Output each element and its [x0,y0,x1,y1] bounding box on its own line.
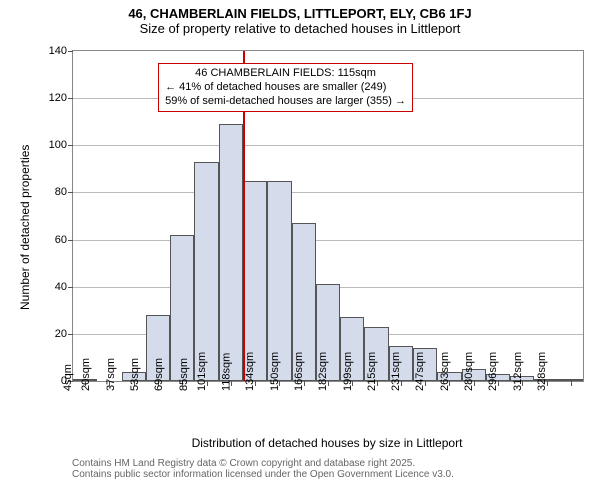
x-tick-label: 328sqm [536,352,548,391]
chart-title-line1: 46, CHAMBERLAIN FIELDS, LITTLEPORT, ELY,… [0,0,600,21]
x-tick-label: 37sqm [105,358,117,391]
y-tick-label: 40 [55,281,73,293]
x-tick-label: 4sqm [62,364,74,391]
y-axis-label: Number of detached properties [18,145,32,310]
x-tick-label: 69sqm [153,358,165,391]
x-tick-label: 150sqm [269,352,281,391]
x-tick-label: 231sqm [390,352,402,391]
x-tick-label: 182sqm [317,352,329,391]
x-tick-label: 280sqm [463,352,475,391]
gridline [73,240,583,241]
x-tick-label: 263sqm [439,352,451,391]
x-tick-label: 53sqm [129,358,141,391]
bar [219,124,243,381]
gridline [73,145,583,146]
x-tick-label: 166sqm [293,352,305,391]
bar [194,162,218,381]
plot-area: 0204060801001201404sqm20sqm37sqm53sqm69s… [72,50,584,382]
x-tick-label: 101sqm [196,352,208,391]
annotation-line: 46 CHAMBERLAIN FIELDS: 115sqm [165,67,406,81]
x-tick-label: 134sqm [244,352,256,391]
gridline [73,192,583,193]
y-tick-label: 100 [49,139,73,151]
y-tick-label: 60 [55,234,73,246]
annotation-box: 46 CHAMBERLAIN FIELDS: 115sqm← 41% of de… [158,63,413,112]
footer-attribution: Contains HM Land Registry data © Crown c… [72,458,454,480]
x-tick-label: 215sqm [366,352,378,391]
chart-title-line2: Size of property relative to detached ho… [0,21,600,40]
y-tick-label: 80 [55,186,73,198]
x-tick-label: 312sqm [511,352,523,391]
y-tick-label: 120 [49,92,73,104]
x-tick-label: 20sqm [80,358,92,391]
x-axis-label: Distribution of detached houses by size … [72,436,582,450]
x-tick-label: 247sqm [414,352,426,391]
x-tick-label: 85sqm [178,358,190,391]
x-tick-mark [571,381,572,386]
x-tick-label: 118sqm [221,353,233,391]
y-tick-label: 140 [49,45,73,57]
annotation-line: 59% of semi-detached houses are larger (… [165,95,406,109]
annotation-line: ← 41% of detached houses are smaller (24… [165,81,406,95]
x-tick-label: 296sqm [487,352,499,391]
y-tick-label: 20 [55,328,73,340]
x-tick-label: 199sqm [341,352,353,391]
chart-container: 46, CHAMBERLAIN FIELDS, LITTLEPORT, ELY,… [0,0,600,500]
